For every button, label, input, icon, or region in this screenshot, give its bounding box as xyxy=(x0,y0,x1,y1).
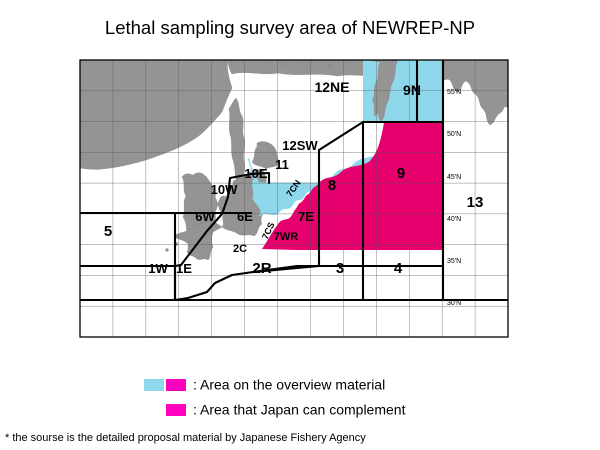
svg-text:3: 3 xyxy=(336,260,344,277)
svg-text:40'N: 40'N xyxy=(447,216,461,223)
svg-text:1W: 1W xyxy=(148,261,168,276)
svg-text:11: 11 xyxy=(275,157,289,172)
svg-text:7WR: 7WR xyxy=(274,231,299,243)
svg-text:10W: 10W xyxy=(211,182,238,197)
svg-text:* the sourse is the detailed p: * the sourse is the detailed proposal ma… xyxy=(5,432,366,444)
svg-text:12SW: 12SW xyxy=(282,138,318,153)
svg-text:13: 13 xyxy=(467,194,484,211)
svg-text:7E: 7E xyxy=(298,209,314,224)
svg-text:10E: 10E xyxy=(244,166,267,181)
svg-text:: Area that Japan can compleme: : Area that Japan can complement xyxy=(193,402,406,418)
svg-text:6W: 6W xyxy=(195,209,215,224)
svg-text:1E: 1E xyxy=(176,261,192,276)
svg-text:9N: 9N xyxy=(403,82,421,98)
svg-text:8: 8 xyxy=(328,177,336,194)
svg-text:12NE: 12NE xyxy=(314,79,349,95)
svg-text:2R: 2R xyxy=(252,260,271,277)
svg-text:2C: 2C xyxy=(233,243,247,255)
svg-text:45'N: 45'N xyxy=(447,174,461,181)
svg-text:5: 5 xyxy=(104,223,112,240)
svg-text:6E: 6E xyxy=(237,209,253,224)
svg-text:55'N: 55'N xyxy=(447,89,461,96)
svg-text:9: 9 xyxy=(397,165,405,182)
svg-text:4: 4 xyxy=(394,260,403,277)
svg-text:30'N: 30'N xyxy=(447,300,461,307)
svg-text:35'N: 35'N xyxy=(447,258,461,265)
svg-text:: Area on the overview materia: : Area on the overview material xyxy=(193,377,385,393)
svg-text:50'N: 50'N xyxy=(447,131,461,138)
